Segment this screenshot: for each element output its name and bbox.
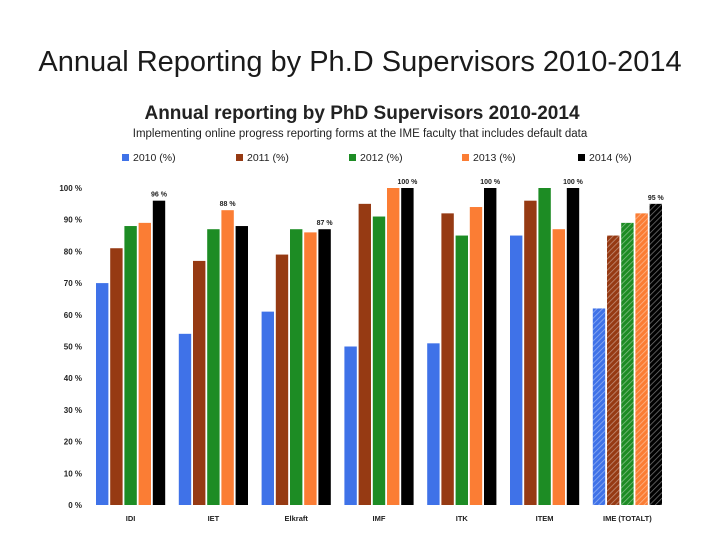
bar-imf-2010 xyxy=(344,346,357,505)
y-tick-label: 100 % xyxy=(59,184,82,193)
x-category-label: ITK xyxy=(456,514,469,523)
legend-swatch-2010 xyxy=(122,154,129,161)
y-tick-label: 80 % xyxy=(64,247,82,256)
y-tick-label: 0 % xyxy=(68,501,82,510)
y-tick-label: 70 % xyxy=(64,279,82,288)
bar-itk-2014 xyxy=(484,188,497,505)
x-category-label: IME (TOTALT) xyxy=(603,514,652,523)
bar-hatch-ime-totalt-2013 xyxy=(635,213,648,506)
y-tick-label: 90 % xyxy=(64,216,82,225)
legend-label-2011: 2011 (%) xyxy=(247,152,289,164)
x-category-label: IDI xyxy=(126,514,136,523)
data-label-elkraft: 87 % xyxy=(317,220,334,227)
data-label-ime-totalt: 95 % xyxy=(648,195,665,202)
x-category-label: ITEM xyxy=(536,514,554,523)
x-category-label: IET xyxy=(208,514,220,523)
y-tick-label: 40 % xyxy=(64,374,82,383)
chart-title: Annual reporting by PhD Supervisors 2010… xyxy=(144,103,579,124)
data-label-imf: 100 % xyxy=(397,179,418,186)
data-label-iet: 88 % xyxy=(220,201,237,208)
bar-elkraft-2010 xyxy=(261,311,274,505)
bar-imf-2011 xyxy=(358,203,371,505)
bar-elkraft-2014 xyxy=(318,229,331,505)
bar-iet-2012 xyxy=(207,229,220,505)
bar-idi-2011 xyxy=(110,248,123,506)
x-category-label: IMF xyxy=(373,514,386,523)
annotations: 96 % 88 % 87 % 100 % 100 % 100 % 95 % xyxy=(151,179,665,227)
bar-item-2012 xyxy=(538,188,551,505)
bar-itk-2010 xyxy=(427,343,440,505)
bar-item-2010 xyxy=(510,235,523,506)
slide-title: Annual Reporting by Ph.D Supervisors 201… xyxy=(38,46,682,78)
bar-hatch-ime-totalt-2010 xyxy=(592,308,606,505)
bar-imf-2014 xyxy=(401,188,414,505)
legend-label-2013: 2013 (%) xyxy=(473,152,516,164)
y-tick-label: 50 % xyxy=(64,343,82,352)
legend-swatch-2011 xyxy=(236,154,243,161)
bar-iet-2011 xyxy=(193,260,206,505)
y-tick-label: 60 % xyxy=(64,311,82,320)
bar-imf-2013 xyxy=(387,188,400,505)
legend-swatch-2012 xyxy=(349,154,356,161)
data-label-item: 100 % xyxy=(563,179,584,186)
y-tick-label: 30 % xyxy=(64,406,82,415)
bar-elkraft-2011 xyxy=(275,254,289,505)
bar-hatch-ime-totalt-2011 xyxy=(607,235,620,506)
bar-item-2014 xyxy=(566,188,580,505)
bar-elkraft-2012 xyxy=(290,229,303,505)
legend-label-2012: 2012 (%) xyxy=(360,152,403,164)
bar-idi-2014 xyxy=(152,200,166,505)
bar-idi-2012 xyxy=(124,226,137,506)
bar-idi-2013 xyxy=(138,222,151,505)
chart-subtitle: Implementing online progress reporting f… xyxy=(133,128,588,140)
data-label-itk: 100 % xyxy=(480,179,501,186)
bar-hatch-ime-totalt-2014 xyxy=(649,203,662,505)
bar-itk-2012 xyxy=(455,235,468,506)
bar-elkraft-2013 xyxy=(304,232,317,505)
x-axis: IDI IET Elkraft IMF ITK ITEM IME (TOTALT) xyxy=(126,514,652,523)
data-label-idi: 96 % xyxy=(151,192,168,199)
x-category-label: Elkraft xyxy=(285,514,309,523)
bar-item-2013 xyxy=(552,229,565,505)
y-tick-label: 10 % xyxy=(64,469,82,478)
legend-label-2014: 2014 (%) xyxy=(589,152,632,164)
bar-idi-2010 xyxy=(96,283,109,505)
legend-swatch-2014 xyxy=(578,154,585,161)
legend-swatch-2013 xyxy=(462,154,469,161)
bar-iet-2013 xyxy=(221,210,234,505)
bar-imf-2012 xyxy=(372,216,386,505)
bars xyxy=(96,188,662,506)
bar-hatch-ime-totalt-2012 xyxy=(621,222,634,505)
bar-itk-2011 xyxy=(441,213,454,506)
y-axis: 0 % 10 % 20 % 30 % 40 % 50 % 60 % 70 % 80 % 90 % 1… xyxy=(59,184,82,510)
bar-itk-2013 xyxy=(469,207,483,505)
bar-iet-2014 xyxy=(235,226,248,506)
bar-iet-2010 xyxy=(178,333,192,505)
legend-label-2010: 2010 (%) xyxy=(133,152,176,164)
legend: 2010 (%) 2011 (%) 2012 (%) 2013 (%) 2014 (%) xyxy=(122,152,632,164)
bar-item-2011 xyxy=(524,200,537,505)
y-tick-label: 20 % xyxy=(64,438,82,447)
